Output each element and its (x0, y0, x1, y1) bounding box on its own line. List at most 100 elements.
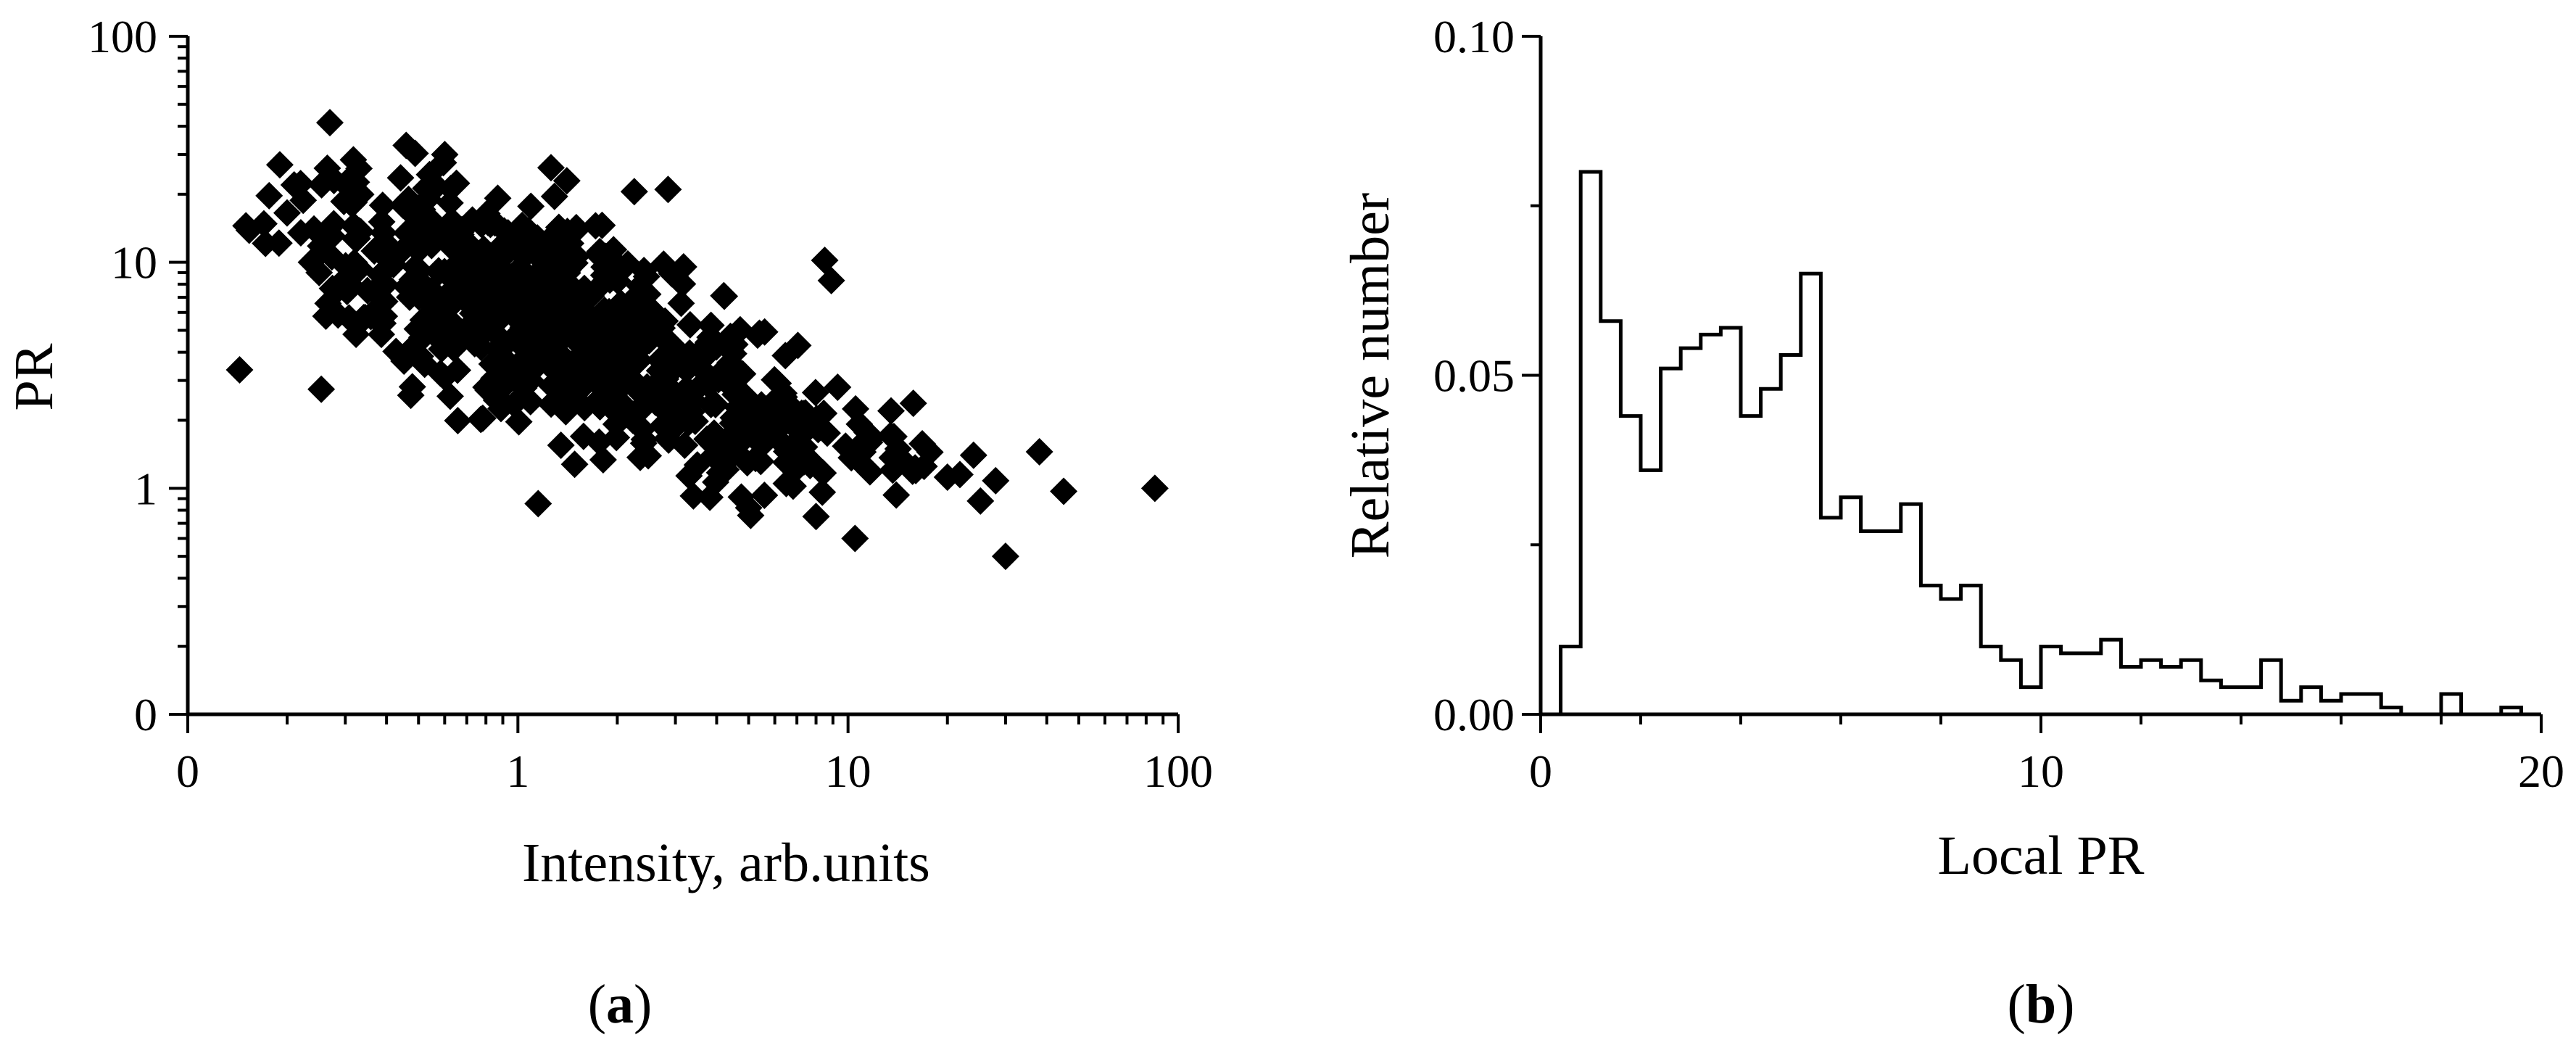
scatter-point (424, 315, 452, 343)
a-x-tick-label: 10 (825, 745, 871, 797)
scatter-point (442, 313, 471, 341)
scatter-point (654, 175, 682, 204)
scatter-point (339, 146, 368, 174)
scatter-point (853, 418, 882, 447)
scatter-point (747, 391, 776, 419)
scatter-point (693, 360, 721, 389)
scatter-point (882, 481, 911, 509)
scatter-point (945, 460, 974, 489)
scatter-point (817, 266, 845, 294)
scatter-point (544, 213, 573, 241)
scatter-point (842, 395, 870, 423)
scatter-point (597, 306, 626, 334)
scatter-point (225, 356, 254, 384)
panel-label-b: (b) (2008, 974, 2075, 1035)
scatter-point (601, 260, 629, 288)
scatter-point (588, 211, 616, 239)
scatter-point (307, 375, 336, 403)
b-x-tick-label: 10 (2018, 745, 2064, 797)
scatter-point (824, 373, 852, 401)
scatter-point (690, 343, 718, 371)
scatter-point (431, 141, 459, 169)
scatter-point (784, 331, 812, 360)
scatter-point (566, 342, 595, 370)
scatter-point (297, 248, 326, 276)
scatter-point (475, 273, 503, 302)
scatter-point (724, 379, 753, 408)
scatter-markers (225, 109, 1169, 571)
scatter-point (1050, 477, 1078, 505)
a-x-tick-label: 1 (506, 745, 529, 797)
scatter-point (235, 216, 263, 244)
scatter-point (668, 270, 697, 298)
scatter-point (467, 405, 495, 434)
scatter-point (517, 192, 545, 220)
a-y-tick-label: 1 (134, 463, 157, 514)
scatter-point (770, 379, 798, 408)
scatter-point (265, 229, 293, 257)
scatter-point (625, 346, 653, 374)
scatter-point (401, 253, 429, 281)
scatter-point (586, 237, 614, 265)
scatter-point (415, 160, 444, 189)
scatter-point (801, 379, 829, 407)
scatter-point (566, 323, 594, 352)
scatter-point (389, 236, 417, 265)
scatter-point (633, 389, 661, 417)
scatter-point (714, 424, 742, 452)
scatter-point (602, 424, 631, 452)
scatter-point (716, 348, 745, 376)
scatter-point (802, 503, 830, 531)
b-y-axis-title: Relative number (1340, 193, 1401, 558)
scatter-point (668, 346, 696, 374)
scatter-point (562, 241, 590, 270)
scatter-point (779, 472, 807, 500)
a-y-tick-label: 0 (134, 689, 157, 740)
scatter-point (382, 337, 410, 365)
scatter-point (505, 408, 533, 436)
scatter-point (677, 398, 705, 426)
a-x-tick-label: 100 (1143, 745, 1213, 797)
scatter-point (877, 397, 906, 425)
scatter-point (808, 478, 837, 506)
scatter-point (435, 262, 463, 290)
scatter-point (646, 310, 674, 338)
scatter-point (398, 373, 426, 401)
scatter-point (318, 164, 347, 192)
scatter-point (315, 109, 344, 137)
scatter-point (447, 218, 475, 246)
scatter-point (516, 387, 544, 416)
scatter-point (532, 284, 560, 313)
scatter-point (726, 402, 754, 430)
scatter-point (1140, 474, 1169, 503)
b-y-tick-label: 0.10 (1433, 11, 1515, 62)
scatter-point (841, 524, 869, 553)
scatter-point (516, 366, 544, 395)
scatter-point (959, 441, 987, 469)
scatter-point (444, 407, 472, 435)
scatter-point (345, 217, 373, 245)
scatter-point (653, 424, 682, 452)
scatter-point (426, 359, 455, 387)
histogram-outline (1559, 170, 2541, 716)
scatter-point (676, 310, 704, 339)
scatter-point (804, 416, 832, 444)
scatter-point (505, 350, 533, 378)
scatter-point (726, 315, 754, 344)
scatter-point (460, 312, 488, 340)
b-x-tick-label: 0 (1529, 745, 1552, 797)
scatter-point (966, 487, 995, 515)
scatter-point (404, 282, 432, 310)
histogram-panel: 0 10 20 0.00 0.05 0.10 Local PR Relative numb… (1340, 11, 2564, 1035)
scatter-point (675, 462, 703, 490)
b-y-tick-label: 0.05 (1433, 350, 1515, 402)
scatter-point (635, 326, 663, 355)
scatter-point (368, 191, 397, 220)
scatter-point (474, 376, 502, 405)
scatter-point (436, 382, 464, 410)
scatter-point (402, 204, 431, 232)
scatter-point (772, 448, 800, 476)
scatter-point (733, 449, 761, 477)
scatter-panel: 0 1 10 100 0 1 10 100 Intensity, arb.units PR (… (4, 11, 1213, 1035)
scatter-point (658, 402, 687, 430)
